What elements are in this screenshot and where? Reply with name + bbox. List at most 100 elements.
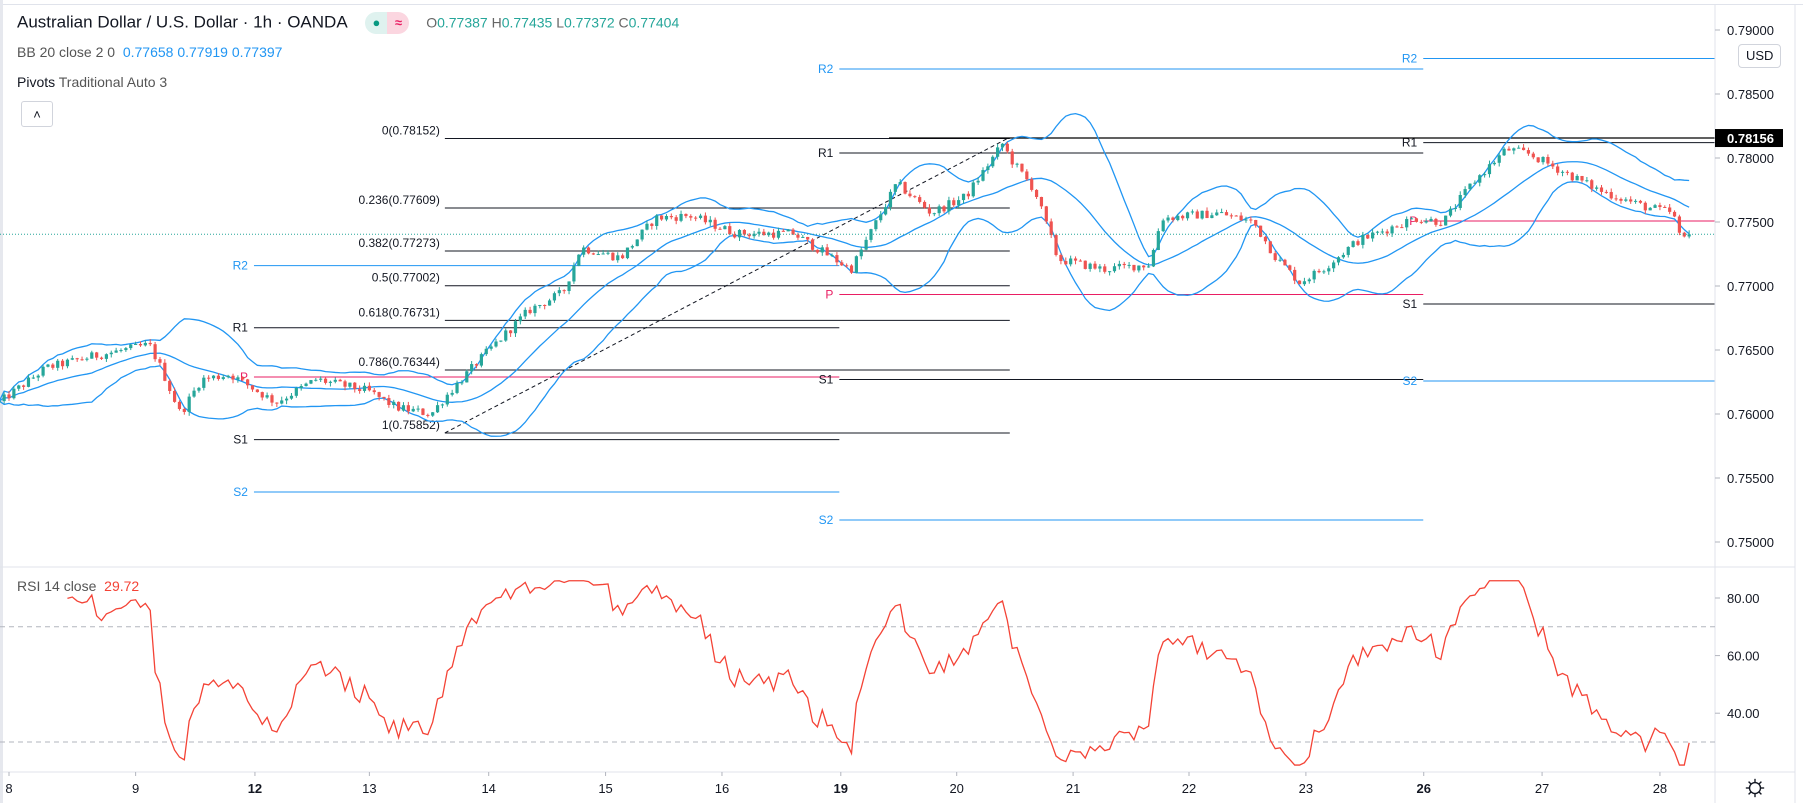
candle <box>996 143 1000 160</box>
candle <box>387 394 391 408</box>
candle <box>952 197 956 207</box>
collapse-legend-button[interactable]: ˄ <box>21 101 53 127</box>
candle <box>1332 260 1336 273</box>
candle-body <box>270 395 274 403</box>
candle-body <box>1005 143 1009 152</box>
candle <box>1468 183 1472 192</box>
candle <box>752 230 756 239</box>
currency-button[interactable]: USD <box>1738 44 1782 68</box>
candle <box>255 389 259 393</box>
close-label: C <box>618 14 629 31</box>
candle-body <box>1215 212 1219 216</box>
candle <box>1044 205 1048 224</box>
candle-body <box>104 354 108 359</box>
candle-body <box>903 182 907 194</box>
candle-body <box>362 385 367 391</box>
candle-body <box>1643 202 1647 211</box>
candle <box>1166 214 1170 223</box>
candle <box>1268 241 1272 254</box>
candle-body <box>572 265 576 282</box>
fib-level-label: 0.5(0.77002) <box>372 271 440 285</box>
symbol-title[interactable]: Australian Dollar / U.S. Dollar · 1h · O… <box>17 12 347 32</box>
top-toolbar-border <box>0 0 1803 5</box>
pivot-label-p: P <box>240 370 248 384</box>
candle-body <box>1020 163 1024 172</box>
candle <box>1151 248 1156 268</box>
candle <box>606 250 610 256</box>
candle-body <box>207 377 211 379</box>
candle <box>1492 161 1496 166</box>
candle-body <box>387 398 391 405</box>
candle <box>1546 154 1550 166</box>
candle <box>1103 263 1107 274</box>
candle <box>1638 199 1643 204</box>
bb-label: BB 20 close 2 0 <box>17 44 116 60</box>
candle <box>1658 202 1662 211</box>
candle-body <box>1483 174 1487 176</box>
candle-body <box>747 234 751 237</box>
pivots-legend[interactable]: Pivots Traditional Auto 3 <box>17 74 167 90</box>
candle <box>659 215 664 221</box>
candle <box>854 255 858 274</box>
candle-body <box>840 262 844 266</box>
settings-gear-icon[interactable] <box>1744 777 1766 799</box>
bb-legend[interactable]: BB 20 close 2 0 0.77658 0.77919 0.77397 <box>17 44 282 60</box>
candle-body <box>1595 187 1599 189</box>
candle-body <box>937 206 941 214</box>
candle <box>280 396 284 405</box>
candle-body <box>260 392 264 398</box>
candle-body <box>435 405 440 413</box>
candle <box>187 393 191 416</box>
candle-body <box>908 193 912 197</box>
candle <box>1585 176 1589 183</box>
candle <box>1015 162 1019 168</box>
candle <box>1083 260 1087 270</box>
candle-body <box>689 216 693 218</box>
candle-body <box>986 166 990 171</box>
candle-body <box>1653 205 1657 208</box>
candle <box>742 229 746 237</box>
pivots-label: Pivots <box>17 74 56 90</box>
candle <box>1551 160 1555 170</box>
candle-body <box>1682 232 1686 237</box>
candle <box>1351 240 1355 248</box>
candle-body <box>1268 241 1272 254</box>
candle <box>538 304 542 309</box>
candle <box>1049 218 1053 239</box>
candle <box>1327 265 1331 275</box>
candle <box>309 379 313 385</box>
candle-body <box>1531 153 1535 158</box>
candle-body <box>1049 221 1053 236</box>
candle <box>1575 174 1579 181</box>
candle-body <box>742 229 746 235</box>
candle <box>718 226 722 230</box>
candle-body <box>138 343 143 346</box>
candle <box>947 196 951 215</box>
candle <box>358 385 362 394</box>
candle-body <box>182 408 186 412</box>
candle-body <box>51 364 55 368</box>
candle-body <box>1395 226 1399 228</box>
candle-body <box>1258 225 1263 237</box>
candle <box>1078 259 1082 262</box>
market-status-badge[interactable]: ● ≈ <box>365 12 410 34</box>
open-value: 0.77387 <box>437 14 488 31</box>
candle-body <box>484 348 488 355</box>
candle <box>299 383 303 391</box>
candle-body <box>163 362 167 381</box>
candle <box>1273 250 1277 262</box>
candle-body <box>1127 264 1131 266</box>
candle <box>737 229 742 242</box>
candle <box>1224 209 1229 216</box>
candle <box>1643 201 1647 214</box>
candle <box>1117 260 1121 270</box>
candle <box>908 190 912 198</box>
rsi-legend[interactable]: RSI 14 close 29.72 <box>17 578 139 594</box>
candle <box>392 399 396 409</box>
candle-body <box>669 216 673 218</box>
candle-body <box>1439 224 1443 226</box>
candle <box>840 260 844 267</box>
candle <box>250 385 255 392</box>
candle-body <box>1166 217 1170 221</box>
